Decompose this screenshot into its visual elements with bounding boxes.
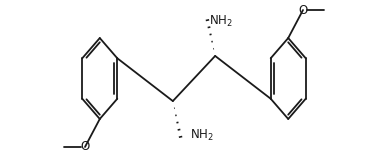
Text: O: O [298, 3, 308, 16]
Text: O: O [80, 141, 90, 154]
Text: NH$_2$: NH$_2$ [190, 128, 214, 143]
Text: NH$_2$: NH$_2$ [210, 14, 233, 29]
